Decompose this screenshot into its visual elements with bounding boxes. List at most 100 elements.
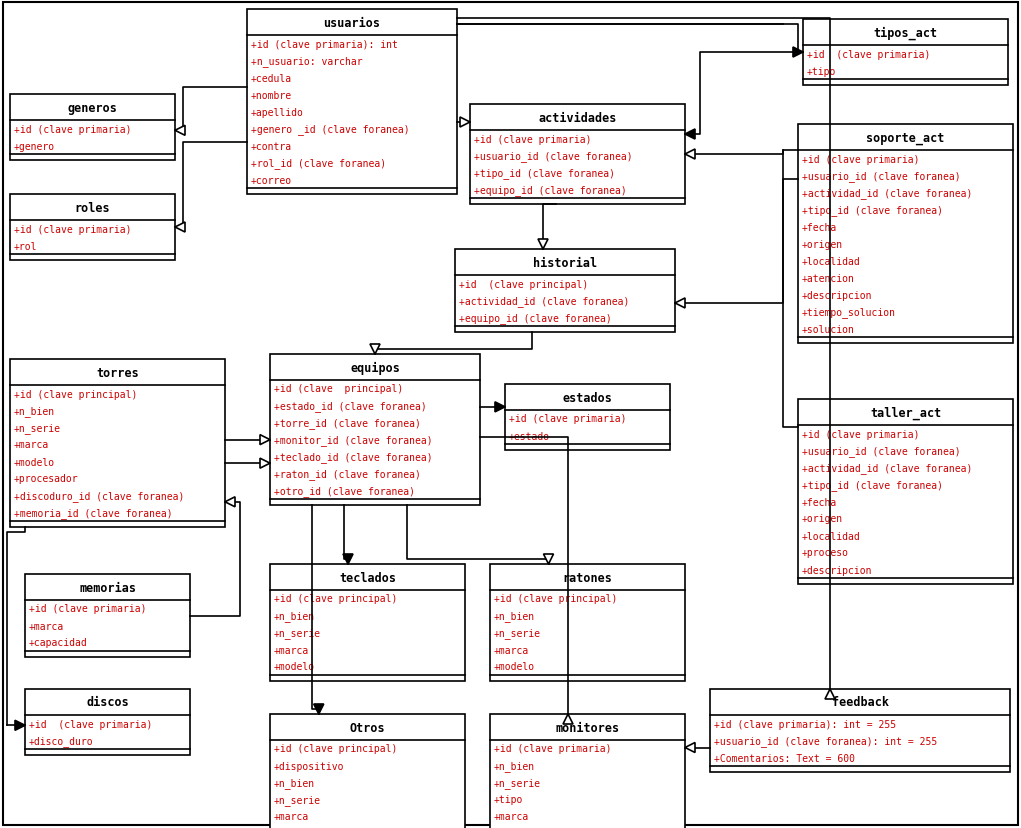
Text: +genero _id (clave foranea): +genero _id (clave foranea) [251,124,409,135]
Bar [10,95,175,161]
Text: monitores: monitores [555,720,620,734]
Text: +teclado_id (clave foranea): +teclado_id (clave foranea) [274,451,433,462]
Text: +n_bien: +n_bien [274,610,315,621]
Bar [710,689,1010,772]
Text: +marca: +marca [29,621,64,631]
Text: +marca: +marca [274,645,309,655]
Text: ratones: ratones [563,570,613,584]
Text: taller_act: taller_act [870,406,941,419]
Text: +descripcion: +descripcion [803,290,873,300]
Text: +n_serie: +n_serie [274,628,321,638]
Text: +procesador: +procesador [14,474,79,484]
Text: +modelo: +modelo [14,457,55,467]
Polygon shape [225,497,235,508]
Polygon shape [260,436,270,445]
Text: +estado_id (clave foranea): +estado_id (clave foranea) [274,401,427,412]
Text: +actividad_id (clave foranea): +actividad_id (clave foranea) [803,463,972,474]
Text: +origen: +origen [803,514,843,524]
Bar [270,565,465,681]
Text: estados: estados [563,391,613,404]
Text: +id (clave primaria): +id (clave primaria) [803,154,920,164]
Text: +id (clave  principal): +id (clave principal) [274,384,403,394]
Text: torres: torres [96,366,139,379]
Text: +actividad_id (clave foranea): +actividad_id (clave foranea) [459,296,629,306]
Text: +usuario_id (clave foranea): +usuario_id (clave foranea) [803,445,961,456]
Text: +modelo: +modelo [274,662,315,672]
Bar [270,354,480,505]
Text: +dispositivo: +dispositivo [274,761,344,771]
Polygon shape [175,126,185,136]
Text: +id (clave principal): +id (clave principal) [494,594,618,604]
Text: +localidad: +localidad [803,256,861,266]
Text: +marca: +marca [494,645,529,655]
Text: +contra: +contra [251,142,292,152]
Text: +tipo_id (clave foranea): +tipo_id (clave foranea) [474,168,615,179]
Text: teclados: teclados [339,570,396,584]
Text: Otros: Otros [349,720,385,734]
Polygon shape [543,554,553,565]
Bar [798,400,1013,585]
Text: +id (clave primaria): +id (clave primaria) [29,604,146,614]
Text: tipos_act: tipos_act [873,26,937,40]
Text: +fecha: +fecha [803,497,837,507]
Text: +id (clave principal): +id (clave principal) [274,594,397,604]
Bar [803,20,1008,86]
Text: +otro_id (clave foranea): +otro_id (clave foranea) [274,485,415,496]
Text: +atencion: +atencion [803,273,855,283]
Polygon shape [495,402,505,412]
Text: +apellido: +apellido [251,108,304,118]
Bar [470,105,685,205]
Text: +n_bien: +n_bien [494,610,535,621]
Text: +cedula: +cedula [251,74,292,84]
Text: generos: generos [67,101,117,114]
Polygon shape [825,689,835,699]
Polygon shape [370,344,380,354]
Text: +equipo_id (clave foranea): +equipo_id (clave foranea) [459,313,612,324]
Polygon shape [260,459,270,469]
Text: +id (clave primaria): +id (clave primaria) [803,429,920,439]
Text: +marca: +marca [494,811,529,821]
Polygon shape [793,48,803,58]
Text: actividades: actividades [538,111,617,124]
Text: +Comentarios: Text = 600: +Comentarios: Text = 600 [714,753,855,763]
Text: +correo: +correo [251,176,292,185]
Text: +n_serie: +n_serie [494,777,541,788]
Text: +tiempo_solucion: +tiempo_solucion [803,306,896,318]
Text: +n_bien: +n_bien [494,760,535,771]
Text: +id (clave primaria): int: +id (clave primaria): int [251,40,398,50]
Text: +n_usuario: varchar: +n_usuario: varchar [251,56,362,67]
Text: +tipo_id (clave foranea): +tipo_id (clave foranea) [803,479,943,490]
Bar [10,359,225,527]
Text: +usuario_id (clave foranea): int = 255: +usuario_id (clave foranea): int = 255 [714,735,937,746]
Text: +id  (clave primaria): +id (clave primaria) [807,50,930,60]
Bar [25,689,190,755]
Bar [490,714,685,828]
Text: +id (clave principal): +id (clave principal) [274,744,397,753]
Text: +marca: +marca [14,440,49,450]
Polygon shape [675,299,685,309]
Text: +id (clave primaria): int = 255: +id (clave primaria): int = 255 [714,719,896,729]
Text: usuarios: usuarios [324,17,381,30]
Text: +descripcion: +descripcion [803,565,873,575]
Text: +monitor_id (clave foranea): +monitor_id (clave foranea) [274,435,433,445]
Polygon shape [685,743,695,753]
Text: +disco_duro: +disco_duro [29,735,94,746]
Text: +id (clave principal): +id (clave principal) [14,389,138,399]
Polygon shape [343,554,353,565]
Bar [798,125,1013,344]
Text: discos: discos [86,696,129,709]
Text: soporte_act: soporte_act [866,132,944,144]
Polygon shape [685,150,695,160]
Text: +id (clave primaria): +id (clave primaria) [509,414,627,424]
Text: +id (clave primaria): +id (clave primaria) [494,744,612,753]
Bar [25,575,190,657]
Text: +genero: +genero [14,142,55,152]
Text: +tipo: +tipo [807,66,836,76]
Text: +rol: +rol [14,241,38,251]
Text: +modelo: +modelo [494,662,535,672]
Text: roles: roles [75,201,110,214]
Text: +usuario_id (clave foranea): +usuario_id (clave foranea) [474,151,633,161]
Bar [455,250,675,333]
Polygon shape [685,130,695,140]
Text: +n_serie: +n_serie [274,794,321,805]
